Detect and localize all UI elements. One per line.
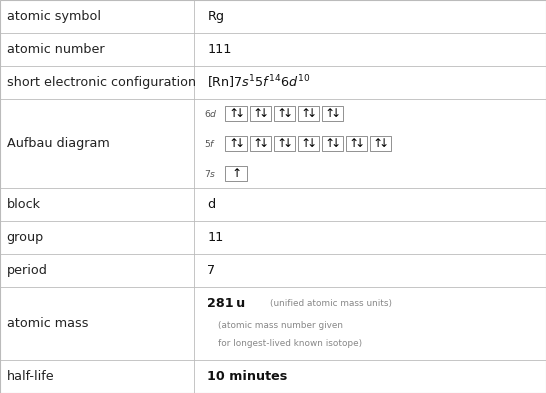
Text: $\mathrm{6}\mathit{d}$: $\mathrm{6}\mathit{d}$ [204, 108, 217, 119]
Text: (unified atomic mass units): (unified atomic mass units) [270, 299, 392, 308]
Text: ↓: ↓ [306, 107, 316, 120]
Bar [225, 107, 247, 121]
Text: d: d [207, 198, 216, 211]
Text: ↑: ↑ [253, 107, 263, 120]
Text: Aufbau diagram: Aufbau diagram [7, 137, 109, 150]
Bar [274, 136, 295, 151]
Text: ↓: ↓ [330, 107, 340, 120]
Bar [298, 107, 319, 121]
Text: $\mathrm{[Rn]7}\mathit{s}^{\mathrm{1}}\mathrm{5}\mathit{f}^{\mathrm{14}}\mathrm{: $\mathrm{[Rn]7}\mathit{s}^{\mathrm{1}}\m… [207, 74, 311, 91]
Text: ↓: ↓ [330, 137, 340, 150]
Text: ↓: ↓ [258, 137, 268, 150]
Text: $\mathrm{7}\mathit{s}$: $\mathrm{7}\mathit{s}$ [204, 168, 216, 179]
Text: ↓: ↓ [378, 137, 388, 150]
Text: ↓: ↓ [282, 107, 292, 120]
Text: ↓: ↓ [258, 107, 268, 120]
Text: ↓: ↓ [234, 137, 244, 150]
Text: block: block [7, 198, 40, 211]
Text: period: period [7, 264, 48, 277]
Bar [274, 107, 295, 121]
Text: ↑: ↑ [229, 137, 239, 150]
Text: ↑: ↑ [232, 167, 241, 180]
Text: atomic symbol: atomic symbol [7, 10, 100, 23]
Text: Rg: Rg [207, 10, 224, 23]
Text: ↑: ↑ [301, 137, 311, 150]
Bar [250, 107, 271, 121]
Text: atomic mass: atomic mass [7, 317, 88, 330]
Text: ↓: ↓ [354, 137, 364, 150]
Bar [370, 136, 391, 151]
Text: short electronic configuration: short electronic configuration [7, 76, 195, 89]
Bar [225, 166, 247, 181]
Text: 11: 11 [207, 231, 224, 244]
Text: 281 u: 281 u [207, 297, 246, 310]
Text: 111: 111 [207, 43, 232, 56]
Text: ↓: ↓ [234, 107, 244, 120]
Text: $\mathrm{5}\mathit{f}$: $\mathrm{5}\mathit{f}$ [204, 138, 216, 149]
Bar [250, 136, 271, 151]
Text: for longest-lived known isotope): for longest-lived known isotope) [218, 340, 363, 349]
Text: ↑: ↑ [349, 137, 359, 150]
Bar [225, 136, 247, 151]
Bar [298, 136, 319, 151]
Text: 10 minutes: 10 minutes [207, 370, 288, 383]
Text: ↓: ↓ [282, 137, 292, 150]
Text: ↓: ↓ [306, 137, 316, 150]
Text: ↑: ↑ [301, 107, 311, 120]
Text: ↑: ↑ [253, 137, 263, 150]
Text: (atomic mass number given: (atomic mass number given [218, 321, 343, 330]
Text: atomic number: atomic number [7, 43, 104, 56]
Text: ↑: ↑ [277, 107, 287, 120]
Text: ↑: ↑ [373, 137, 383, 150]
Bar [346, 136, 367, 151]
Bar [322, 136, 343, 151]
Text: 7: 7 [207, 264, 216, 277]
Text: ↑: ↑ [277, 137, 287, 150]
Text: group: group [7, 231, 44, 244]
Text: ↑: ↑ [325, 137, 335, 150]
Text: half-life: half-life [7, 370, 54, 383]
Text: ↑: ↑ [325, 107, 335, 120]
Text: ↑: ↑ [229, 107, 239, 120]
Bar [322, 107, 343, 121]
